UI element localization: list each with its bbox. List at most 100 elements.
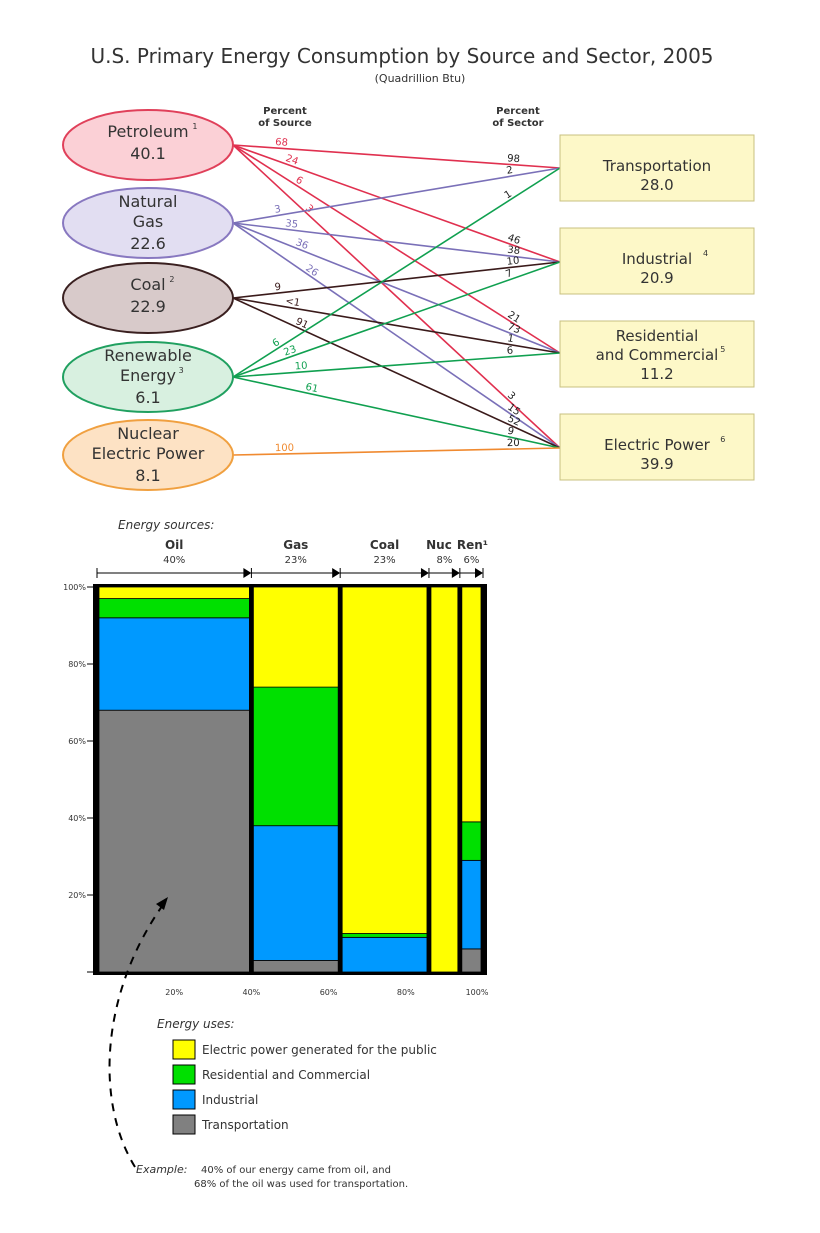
example-arrow (108, 901, 166, 1168)
source-footnote: 1 (192, 122, 197, 131)
diagram-subtitle: (Quadrillion Btu) (375, 72, 466, 85)
percent-of-source-label: 24 (284, 153, 300, 168)
flow-line-nuclear-electric-power (232, 447, 561, 456)
source-name-label: Gas (283, 538, 308, 552)
share-arrowhead (332, 568, 341, 578)
segment-oil-residential (98, 598, 250, 619)
flow-line-coal-residential (232, 297, 561, 354)
flow-line-renewable-residential (232, 352, 561, 378)
y-tick-label: 80% (68, 660, 86, 669)
legend-label: Residential and Commercial (202, 1068, 370, 1082)
flow-line-natural-gas-residential (232, 222, 561, 354)
source-share-label: 6% (463, 555, 479, 566)
percent-of-sector-label: 20 (507, 438, 520, 449)
y-tick-label: 100% (63, 583, 86, 592)
segment-ren-industrial (461, 859, 482, 950)
x-tick-label: 60% (320, 988, 338, 997)
y-tick-label: 20% (68, 891, 86, 900)
percent-of-source-label: 6 (293, 175, 304, 188)
source-value: 22.9 (130, 297, 166, 316)
percent-of-source-label: 35 (285, 218, 299, 230)
sector-label: Transportation (602, 157, 711, 175)
flow-line-natural-gas-industrial (232, 222, 561, 263)
sector-node-industrial: Industrial 4 20.9 (559, 227, 755, 295)
example-text-1: 40% of our energy came from oil, and (201, 1165, 391, 1176)
percent-of-source-header-1: Percent (263, 106, 307, 117)
mosaic-chart: Energy sources: Oil 40% Gas 23% Coal 23% Nuc 8%… (60, 512, 490, 1192)
source-value: 40.1 (130, 144, 166, 163)
source-node-petroleum: Petroleum 1 40.1 (62, 109, 234, 181)
percent-of-source-label: 68 (275, 137, 288, 149)
sector-label: Industrial (622, 250, 692, 268)
sector-box (559, 413, 755, 481)
percent-of-sector-header-1: Percent (496, 106, 540, 117)
sector-value: 39.9 (640, 455, 673, 473)
flow-line-petroleum-residential (232, 144, 561, 354)
segment-ren-transportation (461, 948, 482, 973)
sector-box (559, 227, 755, 295)
percent-of-sector-label: 38 (507, 245, 521, 257)
segment-gas-residential (252, 686, 339, 827)
example-text-2: 68% of the oil was used for transportati… (194, 1179, 408, 1190)
flow-lines: 689824466213332353836732615910<119152612… (232, 137, 561, 456)
source-ellipse (62, 187, 234, 259)
source-label: Gas (133, 212, 164, 231)
percent-of-sector-label: 1 (507, 333, 515, 345)
sector-value: 28.0 (640, 176, 673, 194)
source-label: Energy (120, 366, 176, 385)
segment-gas-transportation (252, 960, 339, 973)
x-tick-label: 80% (397, 988, 415, 997)
segment-coal-electric (341, 586, 428, 934)
percent-of-source-label: 10 (294, 361, 308, 373)
segment-coal-industrial (341, 936, 428, 973)
energy-uses-heading: Energy uses: (157, 1017, 235, 1031)
source-label: Nuclear (117, 424, 179, 443)
percent-of-source-label: 3 (274, 204, 282, 216)
flow-line-petroleum-electric-power (232, 144, 561, 449)
mosaic-plot: Oil 40% Gas 23% Coal 23% Nuc 8% Ren¹ 6% 20% 40% 60% 8… (63, 538, 489, 997)
source-ellipse (62, 341, 234, 413)
sector-node-electric-power: Electric Power 6 39.9 (559, 413, 755, 481)
source-footnote: 2 (169, 275, 174, 284)
y-tick-label: 60% (68, 737, 86, 746)
source-label: Natural (118, 192, 177, 211)
percent-of-sector-label: 98 (507, 153, 520, 165)
source-name-label: Ren¹ (457, 538, 488, 552)
source-node-coal: Coal 2 22.9 (62, 262, 234, 334)
percent-of-sector-header-2: of Sector (492, 118, 543, 129)
source-value: 6.1 (135, 388, 160, 407)
example-arrowhead (156, 897, 168, 910)
percent-of-source-label: 36 (294, 237, 310, 252)
x-tick-label: 40% (243, 988, 261, 997)
segment-oil-transportation (98, 709, 250, 973)
legend-swatch (172, 1089, 196, 1110)
share-arrowhead (451, 568, 460, 578)
segment-coal-residential (341, 933, 428, 938)
sector-footnote: 6 (720, 435, 725, 444)
source-share-label: 23% (285, 555, 307, 566)
percent-of-source-label: 9 (274, 282, 282, 294)
legend-swatch (172, 1064, 196, 1085)
percent-of-sector-label: 52 (506, 413, 522, 428)
source-label: Electric Power (92, 444, 205, 463)
share-arrowhead (475, 568, 483, 578)
sector-label: Electric Power (604, 436, 711, 454)
energy-flow-diagram: U.S. Primary Energy Consumption by Sourc… (60, 40, 760, 498)
energy-sources-heading: Energy sources: (118, 518, 214, 532)
source-share-label: 40% (163, 555, 185, 566)
flow-line-petroleum-industrial (232, 144, 561, 263)
source-ellipse (62, 262, 234, 334)
source-name-label: Coal (370, 538, 399, 552)
flow-line-petroleum-transportation (232, 144, 561, 169)
source-value: 8.1 (135, 466, 160, 485)
percent-of-sector-label: 9 (506, 426, 515, 438)
legend: Electric power generated for the public R… (172, 1039, 437, 1135)
segment-ren-residential (461, 821, 482, 861)
flow-line-coal-electric-power (232, 297, 561, 449)
sector-value: 20.9 (640, 269, 673, 287)
sector-label: and Commercial (596, 346, 719, 364)
